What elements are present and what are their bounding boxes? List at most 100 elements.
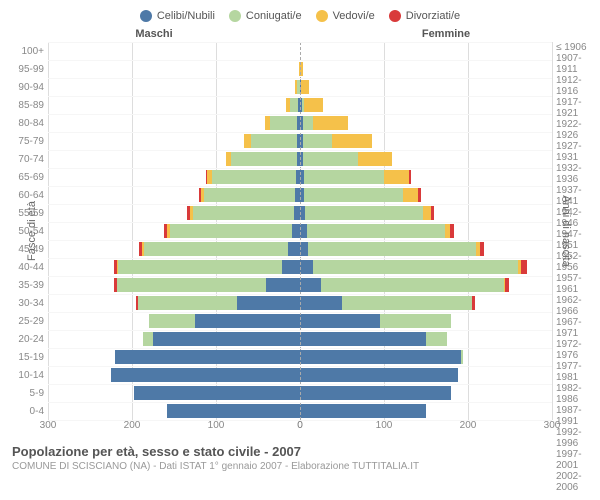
bar-segment-married	[307, 224, 446, 238]
pyramid-row	[300, 384, 552, 402]
bar-segment-widowed	[313, 116, 348, 130]
birth-year-tick: 1967-1971	[552, 317, 592, 339]
bar-segment-single	[300, 314, 380, 328]
h-gridline	[48, 366, 552, 367]
birth-year-tick: 1957-1961	[552, 273, 592, 295]
bar-segment-married	[270, 116, 298, 130]
age-tick: 95-99	[8, 60, 48, 78]
bar-segment-single	[237, 296, 300, 310]
pyramid-row	[300, 186, 552, 204]
chart-footer: Popolazione per età, sesso e stato civil…	[8, 444, 592, 472]
pyramid-row	[300, 222, 552, 240]
pyramid-row	[300, 204, 552, 222]
pyramid-row	[48, 294, 300, 312]
h-gridline	[48, 60, 552, 61]
bar-segment-married	[290, 98, 298, 112]
birth-year-tick: 2002-2006	[552, 471, 592, 493]
pyramid-row	[300, 402, 552, 420]
x-tick: 200	[124, 420, 141, 431]
legend-swatch	[316, 10, 328, 22]
birth-year-tick: 1907-1911	[552, 53, 592, 75]
h-gridline	[48, 96, 552, 97]
age-tick: 85-89	[8, 96, 48, 114]
bar-segment-married	[304, 170, 384, 184]
bar-segment-married	[204, 188, 295, 202]
bar-segment-single	[300, 260, 313, 274]
bar-segment-married	[380, 314, 451, 328]
bar-segment-single	[111, 368, 300, 382]
pyramid-row	[48, 348, 300, 366]
legend-swatch	[229, 10, 241, 22]
h-gridline	[48, 384, 552, 385]
age-tick: 80-84	[8, 114, 48, 132]
bar-segment-divorced	[472, 296, 475, 310]
bar-segment-widowed	[423, 206, 431, 220]
y-right-ticks: ≤ 19061907-19111912-19161917-19211922-19…	[552, 42, 592, 420]
age-tick: 35-39	[8, 276, 48, 294]
birth-year-tick: ≤ 1906	[552, 42, 592, 53]
age-tick: 75-79	[8, 132, 48, 150]
legend-swatch	[140, 10, 152, 22]
legend-item: Vedovi/e	[316, 10, 375, 22]
age-tick: 0-4	[8, 402, 48, 420]
birth-year-tick: 1947-1951	[552, 229, 592, 251]
h-gridline	[48, 294, 552, 295]
male-side	[48, 42, 300, 420]
pyramid-row	[300, 366, 552, 384]
pyramid-row	[300, 114, 552, 132]
pyramid-row	[300, 258, 552, 276]
birth-year-tick: 1927-1931	[552, 141, 592, 163]
pyramid-row	[300, 42, 552, 60]
x-axis-right: 1002003000	[300, 420, 552, 436]
legend-item: Celibi/Nubili	[140, 10, 215, 22]
h-gridline	[48, 348, 552, 349]
birth-year-tick: 1952-1956	[552, 251, 592, 273]
legend-label: Divorziati/e	[406, 10, 460, 22]
bar-segment-widowed	[304, 98, 322, 112]
birth-year-tick: 1977-1981	[552, 361, 592, 383]
age-tick: 100+	[8, 42, 48, 60]
birth-year-tick: 1917-1921	[552, 97, 592, 119]
birth-year-tick: 1982-1986	[552, 383, 592, 405]
age-tick: 70-74	[8, 150, 48, 168]
bar-segment-single	[300, 350, 461, 364]
pyramid-row	[300, 150, 552, 168]
bar-segment-married	[303, 152, 358, 166]
pyramid-row	[300, 240, 552, 258]
pyramid-row	[300, 60, 552, 78]
pyramid-row	[48, 384, 300, 402]
pyramid-row	[48, 330, 300, 348]
female-side	[300, 42, 552, 420]
birth-year-tick: 1972-1976	[552, 339, 592, 361]
bar-segment-married	[231, 152, 297, 166]
bar-segment-single	[153, 332, 300, 346]
pyramid-row	[48, 222, 300, 240]
pyramid-row	[48, 150, 300, 168]
bar-segment-married	[308, 242, 476, 256]
h-gridline	[48, 78, 552, 79]
x-tick: 300	[40, 420, 57, 431]
bar-segment-widowed	[358, 152, 392, 166]
bar-segment-single	[266, 278, 300, 292]
bar-segment-single	[115, 350, 300, 364]
pyramid-row	[48, 168, 300, 186]
bar-segment-married	[342, 296, 472, 310]
legend-label: Celibi/Nubili	[157, 10, 215, 22]
footer-subtitle: COMUNE DI SCISCIANO (NA) - Dati ISTAT 1°…	[12, 461, 592, 472]
bar-segment-single	[292, 224, 300, 238]
bar-segment-married	[461, 350, 463, 364]
age-tick: 5-9	[8, 384, 48, 402]
birth-year-tick: 1997-2001	[552, 449, 592, 471]
bar-segment-divorced	[431, 206, 434, 220]
x-tick: 100	[376, 420, 393, 431]
footer-title: Popolazione per età, sesso e stato civil…	[12, 444, 592, 459]
pyramid-row	[48, 60, 300, 78]
pyramid-row	[300, 96, 552, 114]
pyramid-row	[300, 330, 552, 348]
bar-segment-widowed	[403, 188, 418, 202]
h-gridline	[48, 168, 552, 169]
h-gridline	[48, 402, 552, 403]
population-pyramid-chart: Celibi/NubiliConiugati/eVedovi/eDivorzia…	[0, 0, 600, 500]
bar-segment-married	[303, 134, 332, 148]
bar-segment-single	[300, 224, 307, 238]
